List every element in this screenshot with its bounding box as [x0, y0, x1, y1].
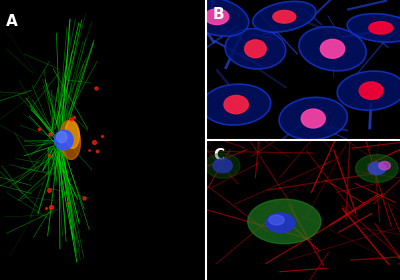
Ellipse shape: [279, 97, 347, 140]
Ellipse shape: [253, 1, 316, 32]
Ellipse shape: [266, 213, 295, 233]
Ellipse shape: [248, 199, 321, 244]
Text: C: C: [213, 148, 224, 162]
Ellipse shape: [202, 84, 271, 125]
Ellipse shape: [54, 130, 73, 150]
Ellipse shape: [213, 159, 232, 173]
Ellipse shape: [245, 40, 266, 58]
Ellipse shape: [337, 71, 400, 110]
Ellipse shape: [369, 22, 393, 34]
Ellipse shape: [359, 82, 383, 99]
Ellipse shape: [225, 29, 286, 69]
Ellipse shape: [205, 153, 240, 178]
Ellipse shape: [299, 27, 366, 71]
Ellipse shape: [185, 0, 249, 36]
Text: A: A: [6, 14, 18, 29]
Ellipse shape: [301, 109, 325, 128]
Ellipse shape: [320, 39, 345, 58]
Ellipse shape: [57, 132, 67, 143]
Ellipse shape: [347, 14, 400, 42]
Text: B: B: [213, 7, 225, 22]
Ellipse shape: [368, 162, 386, 175]
Ellipse shape: [65, 120, 79, 148]
Ellipse shape: [273, 10, 296, 23]
Ellipse shape: [205, 9, 229, 25]
Ellipse shape: [379, 162, 390, 170]
Ellipse shape: [224, 95, 248, 114]
Ellipse shape: [356, 155, 398, 182]
Ellipse shape: [60, 121, 80, 159]
Ellipse shape: [269, 215, 284, 225]
